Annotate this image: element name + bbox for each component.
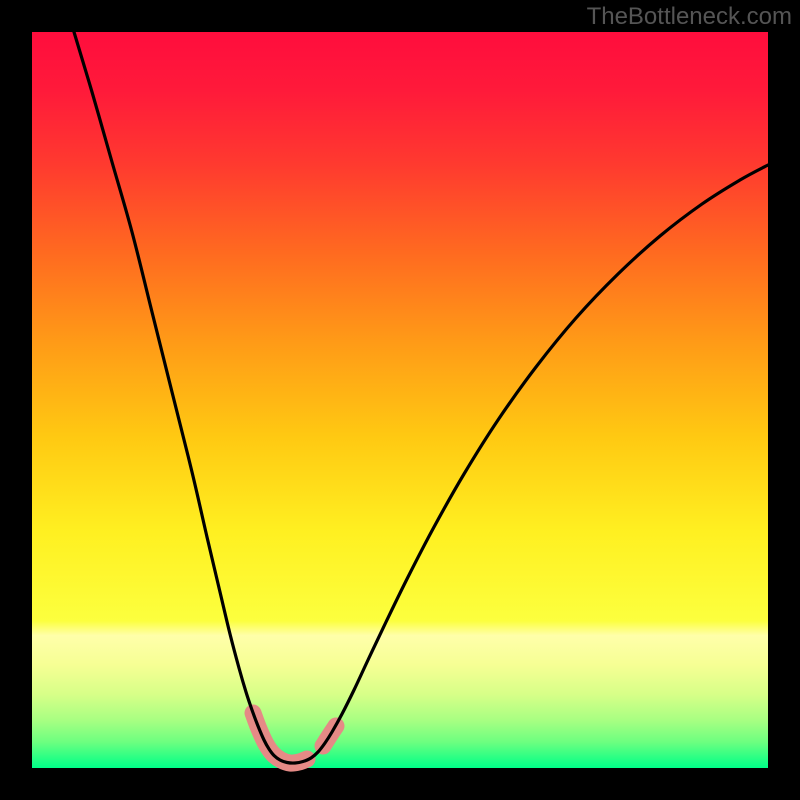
gradient-rect [32, 32, 768, 768]
watermark-text: TheBottleneck.com [587, 3, 792, 31]
chart-svg [0, 0, 800, 800]
chart-root: TheBottleneck.com [0, 0, 800, 800]
